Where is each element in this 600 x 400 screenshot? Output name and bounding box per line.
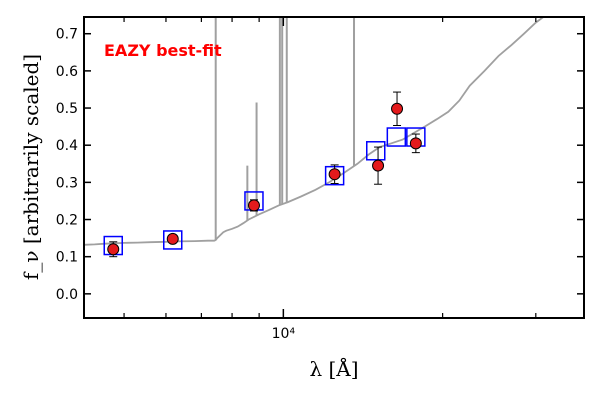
annotation-label: EAZY best-fit: [104, 41, 222, 60]
observed-marker: [391, 102, 404, 115]
y-axis-label: f_ν [arbitrarily scaled]: [19, 54, 43, 280]
x-tick-label: 10⁴: [272, 326, 296, 342]
plot-frame: [83, 16, 585, 319]
template-marker: [366, 141, 386, 161]
observed-marker: [328, 168, 341, 181]
observed-marker: [247, 199, 260, 212]
y-tick-label: 0.1: [56, 250, 78, 266]
observed-markers: [107, 102, 422, 256]
observed-marker: [372, 159, 385, 172]
observed-marker: [409, 137, 422, 150]
y-tick-label: 0.3: [56, 175, 78, 191]
plot-background: [84, 17, 584, 318]
y-tick-label: 0.7: [56, 27, 78, 43]
x-axis-label: λ [Å]: [309, 356, 358, 381]
y-tick-label: 0.4: [56, 138, 78, 154]
template-marker: [386, 127, 407, 147]
y-tick-label: 0.0: [56, 287, 78, 303]
observed-marker: [107, 243, 120, 256]
y-tick-label: 0.5: [56, 101, 78, 117]
observed-marker: [166, 232, 179, 245]
axis-ticks: 0.0 0.1 0.2 0.3 0.4 0.5 0.6 0.7 10⁴: [56, 17, 584, 342]
template-marker: [163, 230, 183, 250]
y-tick-label: 0.2: [56, 213, 78, 229]
y-tick-label: 0.6: [56, 64, 78, 80]
